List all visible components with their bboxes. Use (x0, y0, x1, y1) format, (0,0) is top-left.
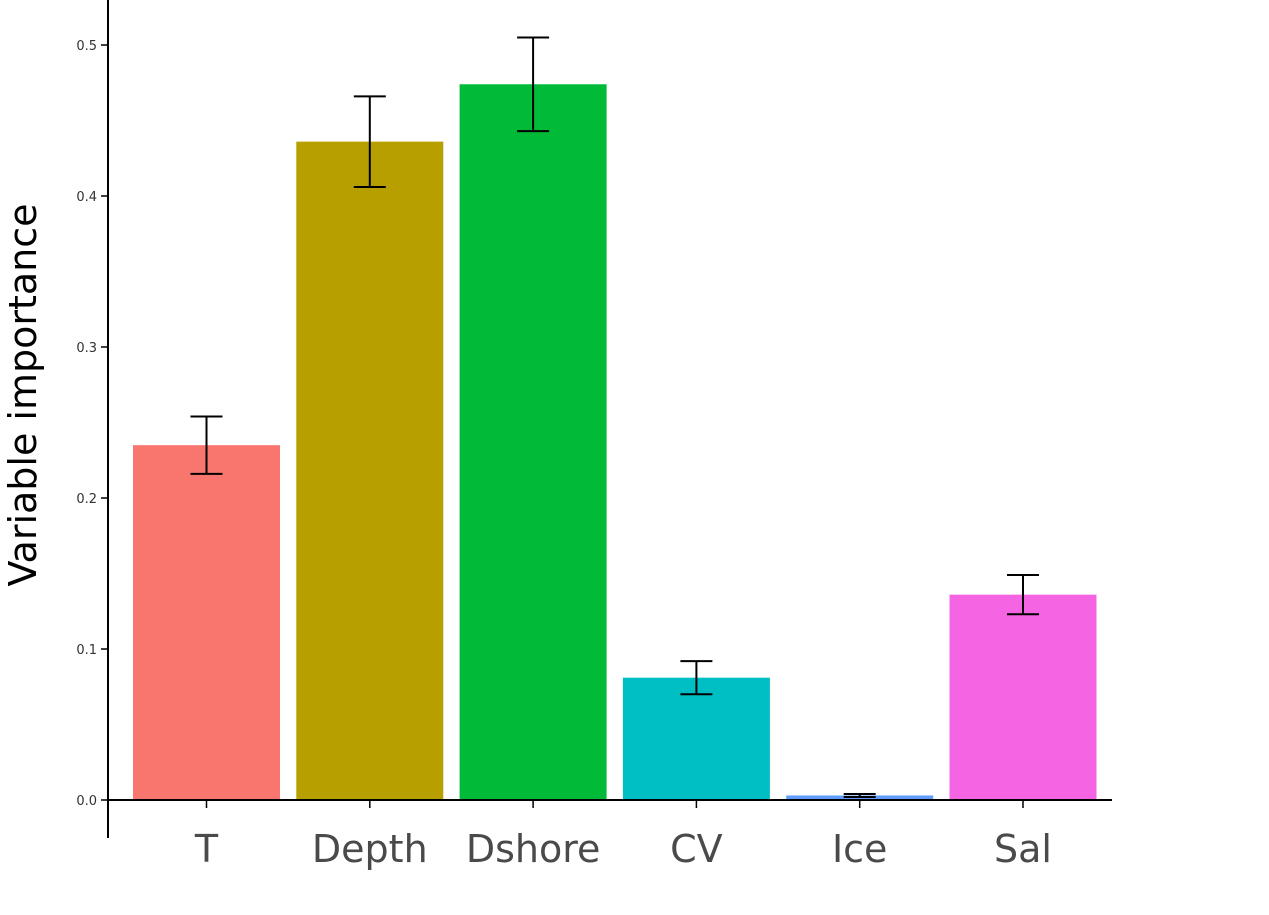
error-bar-t (190, 415, 223, 475)
error-bar-cv (680, 660, 713, 696)
error-bar-dshore (517, 36, 550, 133)
error-bar-depth (353, 95, 386, 188)
bar-t (133, 445, 280, 800)
x-tick-label-sal: Sal (994, 827, 1052, 871)
y-tick-label: 0.5 (76, 39, 97, 54)
x-ticks: T Depth Dshore CV Ice Sal (194, 800, 1052, 871)
y-tick-label: 0.1 (76, 643, 97, 658)
bar-dshore (459, 84, 607, 800)
bar-depth (296, 141, 444, 800)
x-tick-label-dshore: Dshore (466, 827, 601, 871)
x-tick-label-depth: Depth (312, 827, 428, 871)
bar-sal (949, 594, 1097, 800)
bar-cv (622, 677, 770, 800)
error-bar-sal (1007, 574, 1039, 616)
y-tick-label: 0.4 (76, 190, 97, 205)
error-bar-ice (843, 792, 876, 798)
y-ticks: 0.0 0.1 0.2 0.3 0.4 0.5 (76, 39, 108, 809)
y-tick-label: 0.0 (76, 794, 97, 809)
y-tick-label: 0.2 (76, 492, 97, 507)
x-tick-label-t: T (194, 827, 219, 871)
y-axis-label: Variable importance (1, 203, 45, 586)
x-tick-label-cv: CV (670, 827, 723, 871)
x-tick-label-ice: Ice (832, 827, 887, 871)
error-bars (190, 36, 1039, 798)
y-tick-label: 0.3 (76, 341, 97, 356)
bars (133, 84, 1097, 800)
